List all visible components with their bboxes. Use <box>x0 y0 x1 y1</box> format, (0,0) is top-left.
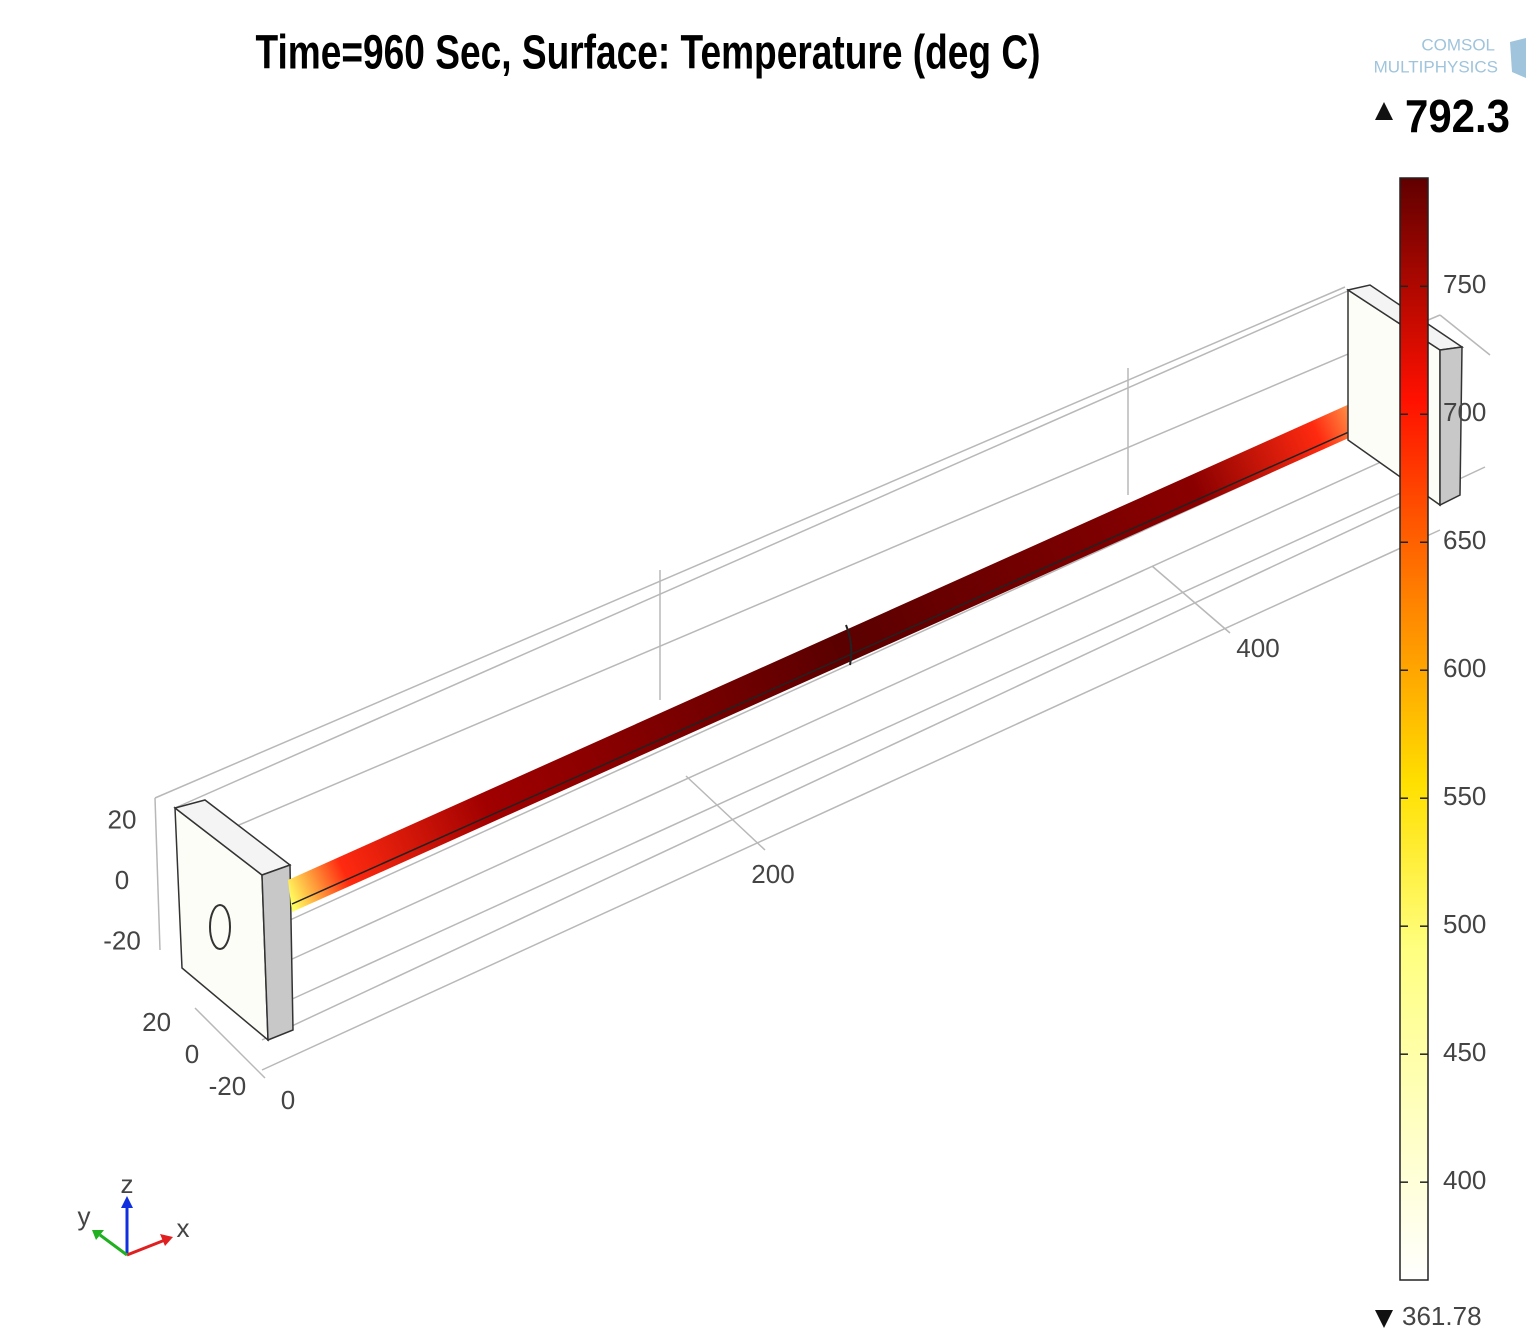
axis-tick-label: 200 <box>751 859 794 889</box>
axis-tick-label: 400 <box>1236 633 1279 663</box>
colorbar-tick-label: 550 <box>1443 781 1486 811</box>
axis-tick-label: 0 <box>281 1085 295 1115</box>
colorbar-tick-label: 400 <box>1443 1165 1486 1195</box>
colorbar-tick-label: 750 <box>1443 269 1486 299</box>
scene: Time=960 Sec, Surface: Temperature (deg … <box>0 0 1526 1330</box>
rod-edge <box>292 410 1398 904</box>
colorbar-tick-label: 450 <box>1443 1037 1486 1067</box>
colorbar-tick-label: 600 <box>1443 653 1486 683</box>
axis-tick-label: 0 <box>185 1039 199 1069</box>
axis-triad <box>92 1196 173 1255</box>
min-arrow <box>1375 1310 1393 1328</box>
colorbar-max: 792.3 <box>1405 90 1510 142</box>
triad-label: x <box>177 1213 190 1243</box>
left-plate-side <box>262 865 293 1040</box>
triad-label: z <box>121 1169 134 1199</box>
colorbar-tick-label: 500 <box>1443 909 1486 939</box>
colorbar-tick-label: 650 <box>1443 525 1486 555</box>
colorbar <box>1400 178 1428 1280</box>
axis-tick-label: -20 <box>209 1071 247 1101</box>
logo-icon <box>1510 38 1526 78</box>
colorbar-tick-label: 700 <box>1443 397 1486 427</box>
bounding-grid <box>155 287 1490 1078</box>
logo-line: COMSOL <box>1421 35 1495 54</box>
axis-tick-label: 20 <box>108 804 137 834</box>
page: {"title":"Time=960 Sec, Surface: Tempera… <box>0 0 1526 1330</box>
axis-tick-label: 0 <box>115 865 129 895</box>
colorbar-min: 361.78 <box>1402 1301 1482 1330</box>
title: Time=960 Sec, Surface: Temperature (deg … <box>256 27 1041 80</box>
axis-tick-label: 20 <box>142 1007 171 1037</box>
rod <box>288 385 1400 912</box>
logo-line: MULTIPHYSICS <box>1374 57 1498 76</box>
axis-tick-label: -20 <box>103 925 141 955</box>
max-arrow <box>1375 102 1393 120</box>
triad-label: y <box>78 1201 91 1231</box>
